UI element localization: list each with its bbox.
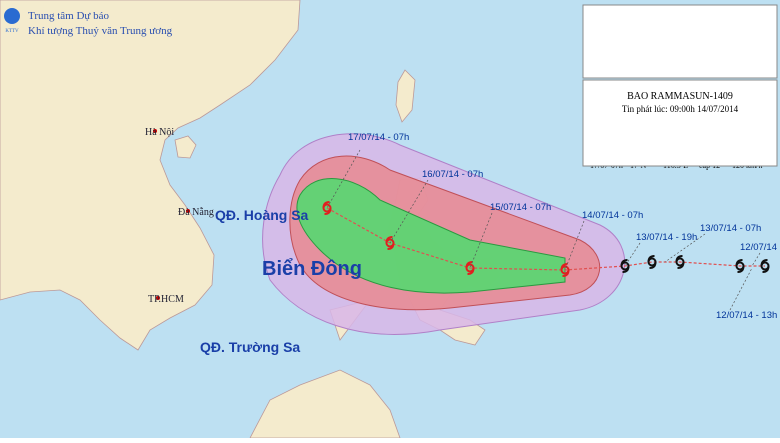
place-dot — [186, 209, 190, 213]
header-line: Khí tượng Thuỷ văn Trung ương — [28, 25, 173, 37]
place-label: Hà Nội — [145, 127, 174, 138]
storm-symbol — [560, 263, 570, 277]
storm-arm — [760, 259, 770, 273]
track-label: 13/07/14 - 07h — [700, 223, 761, 234]
storm-symbol — [647, 255, 657, 269]
place-dot — [153, 129, 157, 133]
place-label: TP.HCM — [148, 294, 184, 305]
storm-arm — [322, 201, 332, 215]
info-title: BAO RAMMASUN-1409 — [627, 91, 733, 102]
region-label: QĐ. Hoàng Sa — [215, 207, 309, 223]
hainan — [174, 135, 197, 159]
place-dot — [156, 296, 160, 300]
storm-arm — [675, 255, 685, 269]
track-cone — [296, 178, 566, 294]
track-label: 12/07/14 — [740, 242, 777, 253]
track-label: 13/07/14 - 19h — [636, 232, 697, 243]
place-label: Đà Nẵng — [178, 207, 214, 218]
storm-symbol — [735, 259, 745, 273]
storm-symbol — [675, 255, 685, 269]
leader-line — [389, 179, 429, 244]
storm-arm — [385, 236, 395, 250]
region-label: QĐ. Trường Sa — [200, 339, 300, 355]
borneo — [249, 369, 401, 439]
info-issued: Tin phát lúc: 09:00h 14/07/2014 — [622, 104, 739, 114]
header-line: Trung tâm Dự báo — [28, 10, 110, 22]
storm-arm — [647, 255, 657, 269]
track-label: 17/07/14 - 07h — [348, 132, 409, 143]
storm-symbols — [322, 201, 770, 277]
storm-symbol — [385, 236, 395, 250]
storm-symbol — [620, 259, 630, 273]
leader-line — [326, 149, 361, 209]
leader-line — [564, 220, 585, 271]
track-label: 12/07/14 - 13h — [716, 310, 777, 321]
logo-text: KTTV — [5, 29, 19, 34]
track-label: 15/07/14 - 07h — [490, 202, 551, 213]
legend-box — [582, 4, 778, 79]
leader-line — [624, 242, 641, 267]
mainland — [0, 0, 301, 351]
leader-line — [751, 252, 761, 267]
leader-line — [664, 233, 706, 263]
leader-line — [469, 212, 493, 269]
storm-symbol — [322, 201, 332, 215]
storm-arm — [465, 261, 475, 275]
storm-arm — [735, 259, 745, 273]
logo — [4, 8, 20, 24]
storm-arm — [620, 259, 630, 273]
track-label: 16/07/14 - 07h — [422, 169, 483, 180]
track-line — [326, 207, 765, 271]
storm-symbol — [760, 259, 770, 273]
track-label: 14/07/14 - 07h — [582, 210, 643, 221]
taiwan — [395, 69, 416, 123]
storm-arm — [560, 263, 570, 277]
info-box — [582, 79, 778, 167]
storm-symbol — [465, 261, 475, 275]
region-label: Biển Đông — [262, 258, 362, 280]
